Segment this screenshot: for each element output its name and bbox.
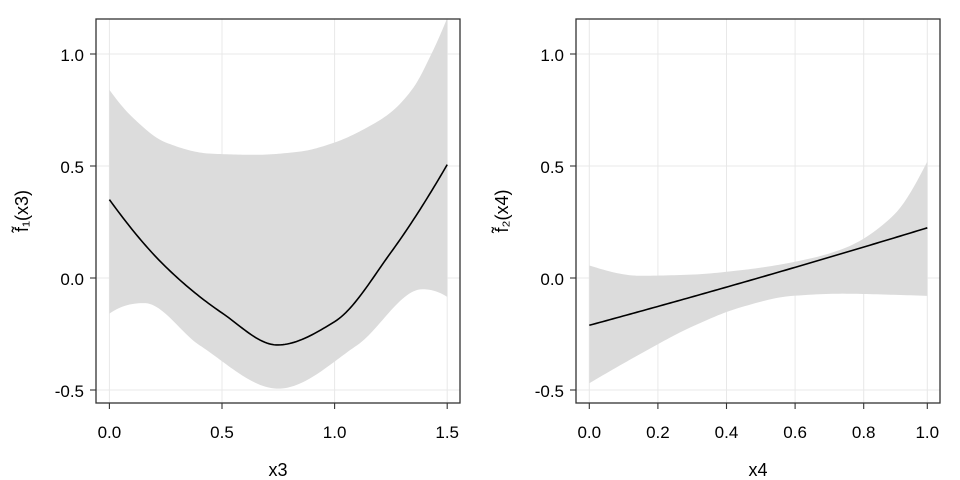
svg-text:1.0: 1.0 (323, 423, 347, 442)
svg-text:0.4: 0.4 (715, 423, 739, 442)
svg-text:0.0: 0.0 (540, 270, 564, 289)
svg-text:1.0: 1.0 (60, 46, 84, 65)
svg-text:x3: x3 (268, 460, 287, 480)
svg-text:1.0: 1.0 (540, 46, 564, 65)
svg-text:1.5: 1.5 (435, 423, 459, 442)
svg-text:0.5: 0.5 (60, 158, 84, 177)
svg-text:0.2: 0.2 (646, 423, 670, 442)
svg-text:0.0: 0.0 (577, 423, 601, 442)
svg-text:0.0: 0.0 (60, 270, 84, 289)
svg-text:1.0: 1.0 (915, 423, 939, 442)
svg-text:0.6: 0.6 (783, 423, 807, 442)
svg-text:-0.5: -0.5 (535, 382, 564, 401)
svg-text:0.0: 0.0 (98, 423, 122, 442)
svg-text:0.5: 0.5 (210, 423, 234, 442)
svg-text:0.5: 0.5 (540, 158, 564, 177)
svg-text:x4: x4 (748, 460, 767, 480)
svg-text:f̃₂(x4): f̃₂(x4) (491, 190, 512, 234)
svg-text:f̃₁(x3): f̃₁(x3) (11, 190, 32, 234)
svg-text:0.8: 0.8 (852, 423, 876, 442)
svg-text:-0.5: -0.5 (55, 382, 84, 401)
